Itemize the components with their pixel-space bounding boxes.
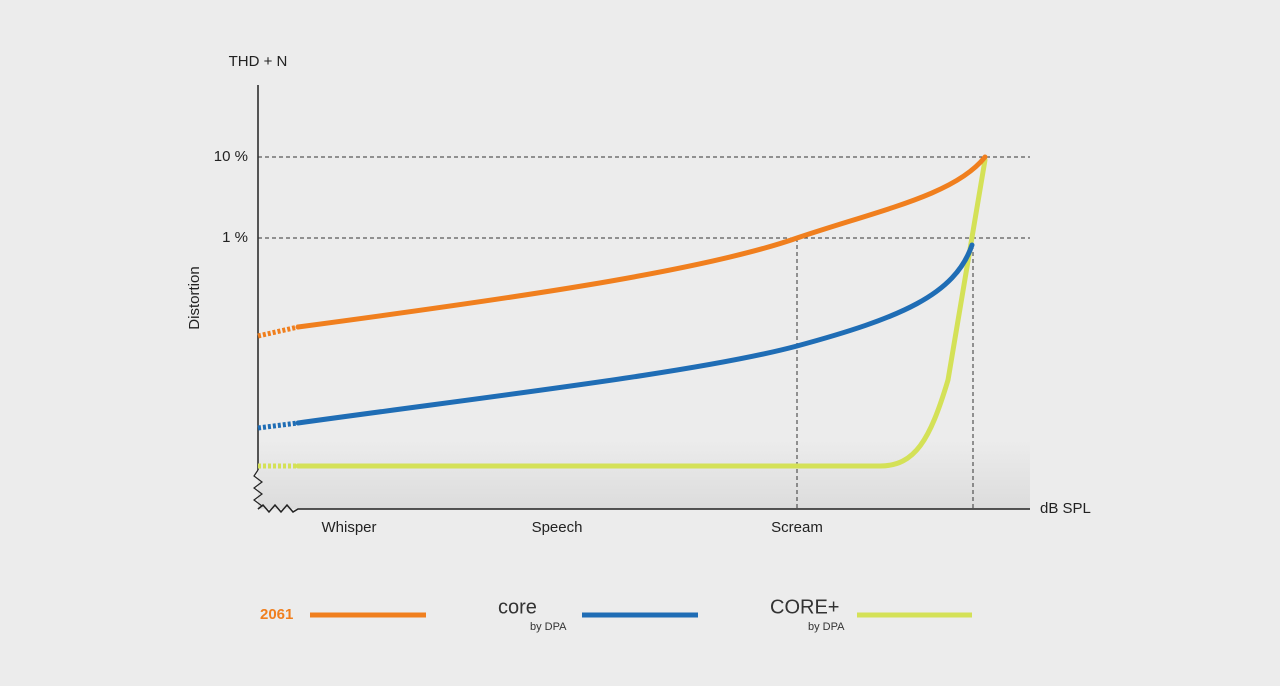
legend-sub: by DPA	[808, 621, 845, 633]
shade	[258, 440, 1030, 509]
y-label: Distortion	[186, 266, 203, 329]
x-category: Whisper	[321, 519, 376, 536]
curve-dotted	[257, 420, 299, 431]
curve-core	[295, 242, 975, 426]
y-tick-label: 10 %	[214, 148, 248, 165]
legend-sub: by DPA	[530, 621, 567, 633]
x-category: Speech	[532, 519, 583, 536]
legend-label: 2061	[260, 606, 293, 623]
axis-break	[253, 469, 263, 510]
x-axis	[257, 503, 1030, 514]
y-tick-label: 1 %	[222, 229, 248, 246]
legend-label: CORE+	[770, 596, 839, 618]
x-category: Scream	[771, 519, 823, 536]
curve-core-plus	[295, 157, 988, 469]
curve-2061	[295, 154, 988, 330]
y-title: THD + N	[229, 53, 288, 70]
legend-label: core	[498, 596, 537, 618]
curve-dotted	[257, 324, 299, 339]
x-title: dB SPL	[1040, 500, 1091, 517]
